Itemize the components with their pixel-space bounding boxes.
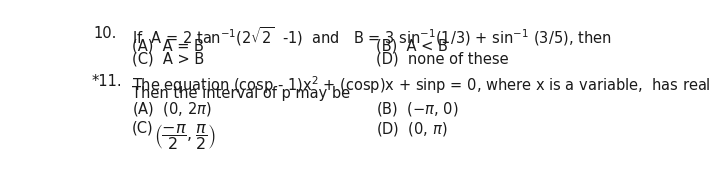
Text: *11.: *11.: [92, 74, 122, 89]
Text: (A)  A = B: (A) A = B: [132, 39, 204, 54]
Text: The equation (cosp - 1)x$^2$ + (cosp)x + sinp = 0, where x is a variable,  has r: The equation (cosp - 1)x$^2$ + (cosp)x +…: [132, 74, 716, 96]
Text: (D)  (0, $\pi$): (D) (0, $\pi$): [376, 120, 448, 138]
Text: (C): (C): [132, 120, 154, 135]
Text: (C)  A > B: (C) A > B: [132, 51, 204, 66]
Text: If  A = 2 tan$^{-1}$(2$\sqrt{2}$  -1)  and   B = 3 sin$^{-1}$(1/3) + sin$^{-1}$ : If A = 2 tan$^{-1}$(2$\sqrt{2}$ -1) and …: [132, 26, 611, 48]
Text: (B)  ($-\pi$, 0): (B) ($-\pi$, 0): [376, 100, 459, 118]
Text: (A)  (0, 2$\pi$): (A) (0, 2$\pi$): [132, 100, 212, 118]
Text: (B)  A < B: (B) A < B: [376, 39, 448, 54]
Text: (D)  none of these: (D) none of these: [376, 51, 509, 66]
Text: $\left(\dfrac{-\pi}{2}, \dfrac{\pi}{2}\right)$: $\left(\dfrac{-\pi}{2}, \dfrac{\pi}{2}\r…: [154, 122, 216, 152]
Text: Then the interval of p may be: Then the interval of p may be: [132, 86, 350, 101]
Text: 10.: 10.: [93, 26, 117, 41]
